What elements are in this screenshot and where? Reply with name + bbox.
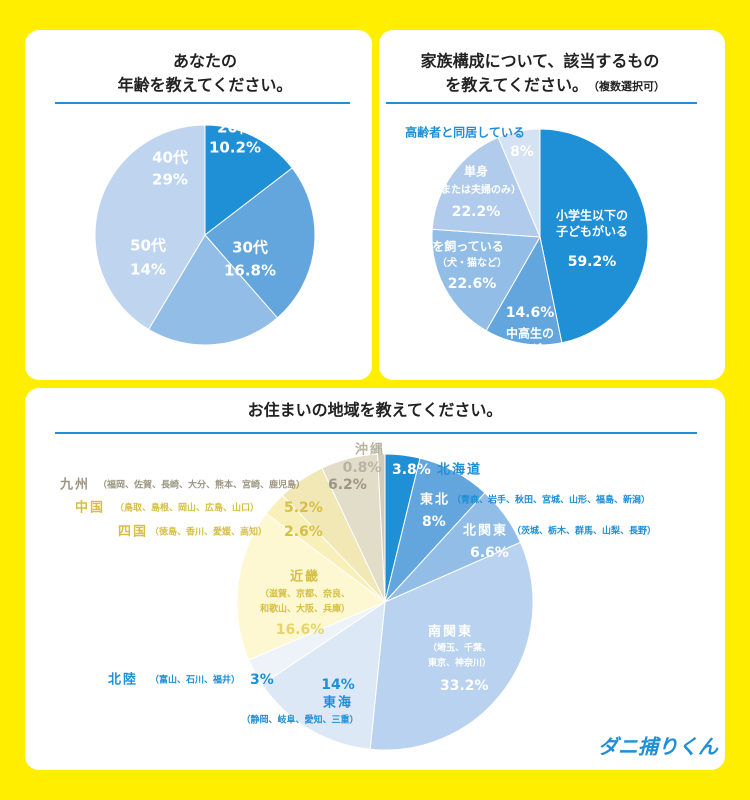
pie-slice bbox=[204, 167, 316, 319]
category-label: 40代 bbox=[152, 149, 188, 167]
category-label: 30代 bbox=[232, 239, 268, 257]
category-label: 北海道 bbox=[437, 462, 482, 478]
pie-slice bbox=[431, 136, 541, 238]
value-label: 14% bbox=[130, 261, 166, 279]
category-note: （鳥取、島根、岡山、広島、山口） bbox=[115, 502, 259, 514]
chart-title-note: （複数選択可） bbox=[588, 79, 665, 93]
category-label: 九州 bbox=[59, 478, 90, 493]
category-label: 単身 bbox=[464, 164, 488, 179]
pie-slice bbox=[431, 228, 541, 332]
brand: ダニ捕りくん bbox=[598, 735, 719, 759]
pie-slice bbox=[369, 541, 534, 751]
pie-slice bbox=[485, 235, 563, 346]
value-label: 5.2% bbox=[284, 500, 323, 516]
category-note: （静岡、岐阜、愛知、三重） bbox=[241, 714, 358, 726]
value-label: 29% bbox=[152, 171, 188, 189]
value-label: 8% bbox=[422, 514, 446, 530]
category-label: 沖縄 bbox=[355, 442, 385, 458]
value-label: 16.8% bbox=[224, 262, 276, 280]
category-note: （犬・猫など） bbox=[437, 256, 507, 269]
value-label: 22.6% bbox=[448, 276, 497, 292]
category-label: 北関東 bbox=[463, 523, 508, 539]
chart-title: お住まいの地域を教えてください。 bbox=[248, 401, 503, 420]
value-label: 2.6% bbox=[284, 524, 323, 540]
category-label: 東海 bbox=[323, 695, 353, 711]
value-label: 0.8% bbox=[343, 460, 382, 476]
pie-slice bbox=[377, 453, 386, 603]
value-label: 10.2% bbox=[209, 139, 261, 157]
value-label: 6.2% bbox=[328, 477, 367, 493]
category-label: 20代 bbox=[217, 119, 253, 137]
value-label: 3.8% bbox=[392, 462, 431, 478]
chart-title: を教えてください。 bbox=[445, 76, 588, 95]
category-label: 東北 bbox=[420, 492, 450, 508]
category-label: 南関東 bbox=[428, 624, 473, 640]
category-label: 子どもがいる bbox=[494, 342, 566, 357]
category-label: ペットを飼っている bbox=[396, 239, 503, 254]
category-label: 高齢者と同居している bbox=[405, 125, 525, 140]
category-note: （福岡、佐賀、長崎、大分、熊本、宮崎、鹿児島） bbox=[98, 479, 305, 491]
value-label: 59.2% bbox=[568, 254, 617, 270]
chart-title: 年齢を教えてください。 bbox=[118, 76, 293, 95]
category-note: （富山、石川、福井） bbox=[150, 674, 240, 686]
chart-title: 家族構成について、該当するもの bbox=[421, 52, 660, 71]
category-note: 東京、神奈川） bbox=[428, 657, 491, 669]
category-label: 中高生の bbox=[506, 326, 554, 341]
category-note: （徳島、香川、愛媛、高知） bbox=[150, 526, 267, 538]
pie-slice bbox=[261, 600, 386, 750]
pie-slice bbox=[94, 124, 206, 331]
category-note: （茨城、栃木、群馬、山梨、長野） bbox=[512, 525, 656, 537]
category-label: 50代 bbox=[130, 237, 166, 255]
category-label: 近畿 bbox=[290, 569, 320, 585]
value-label: 33.2% bbox=[440, 678, 489, 694]
category-label: 四国 bbox=[118, 525, 148, 540]
pie-slice bbox=[236, 512, 386, 661]
value-label: 6.6% bbox=[470, 545, 509, 561]
value-label: 8% bbox=[510, 144, 534, 160]
category-note: （滋賀、京都、奈良、 bbox=[260, 588, 350, 600]
category-note: （埼玉、千葉、 bbox=[428, 642, 491, 654]
value-label: 16.6% bbox=[276, 622, 325, 638]
category-label: 中国 bbox=[75, 500, 105, 516]
value-label: 14.6% bbox=[506, 305, 555, 321]
category-label: 小学生以下の bbox=[556, 208, 628, 223]
pie-slice bbox=[147, 234, 279, 346]
category-label: 子どもがいる bbox=[556, 224, 628, 239]
pie-slice bbox=[497, 128, 541, 238]
category-note: （青森、岩手、秋田、宮城、山形、福島、新潟） bbox=[452, 494, 650, 506]
category-label: 北陸 bbox=[108, 672, 138, 688]
value-label: 14% bbox=[321, 677, 355, 693]
category-note: 和歌山、大阪、兵庫） bbox=[259, 603, 350, 615]
chart-title: あなたの bbox=[173, 52, 237, 71]
category-note: （または夫婦のみ） bbox=[431, 183, 521, 196]
pie-slice bbox=[204, 124, 293, 237]
value-label: 22.2% bbox=[452, 204, 501, 220]
value-label: 3% bbox=[250, 672, 274, 688]
pie-slice bbox=[539, 128, 649, 344]
